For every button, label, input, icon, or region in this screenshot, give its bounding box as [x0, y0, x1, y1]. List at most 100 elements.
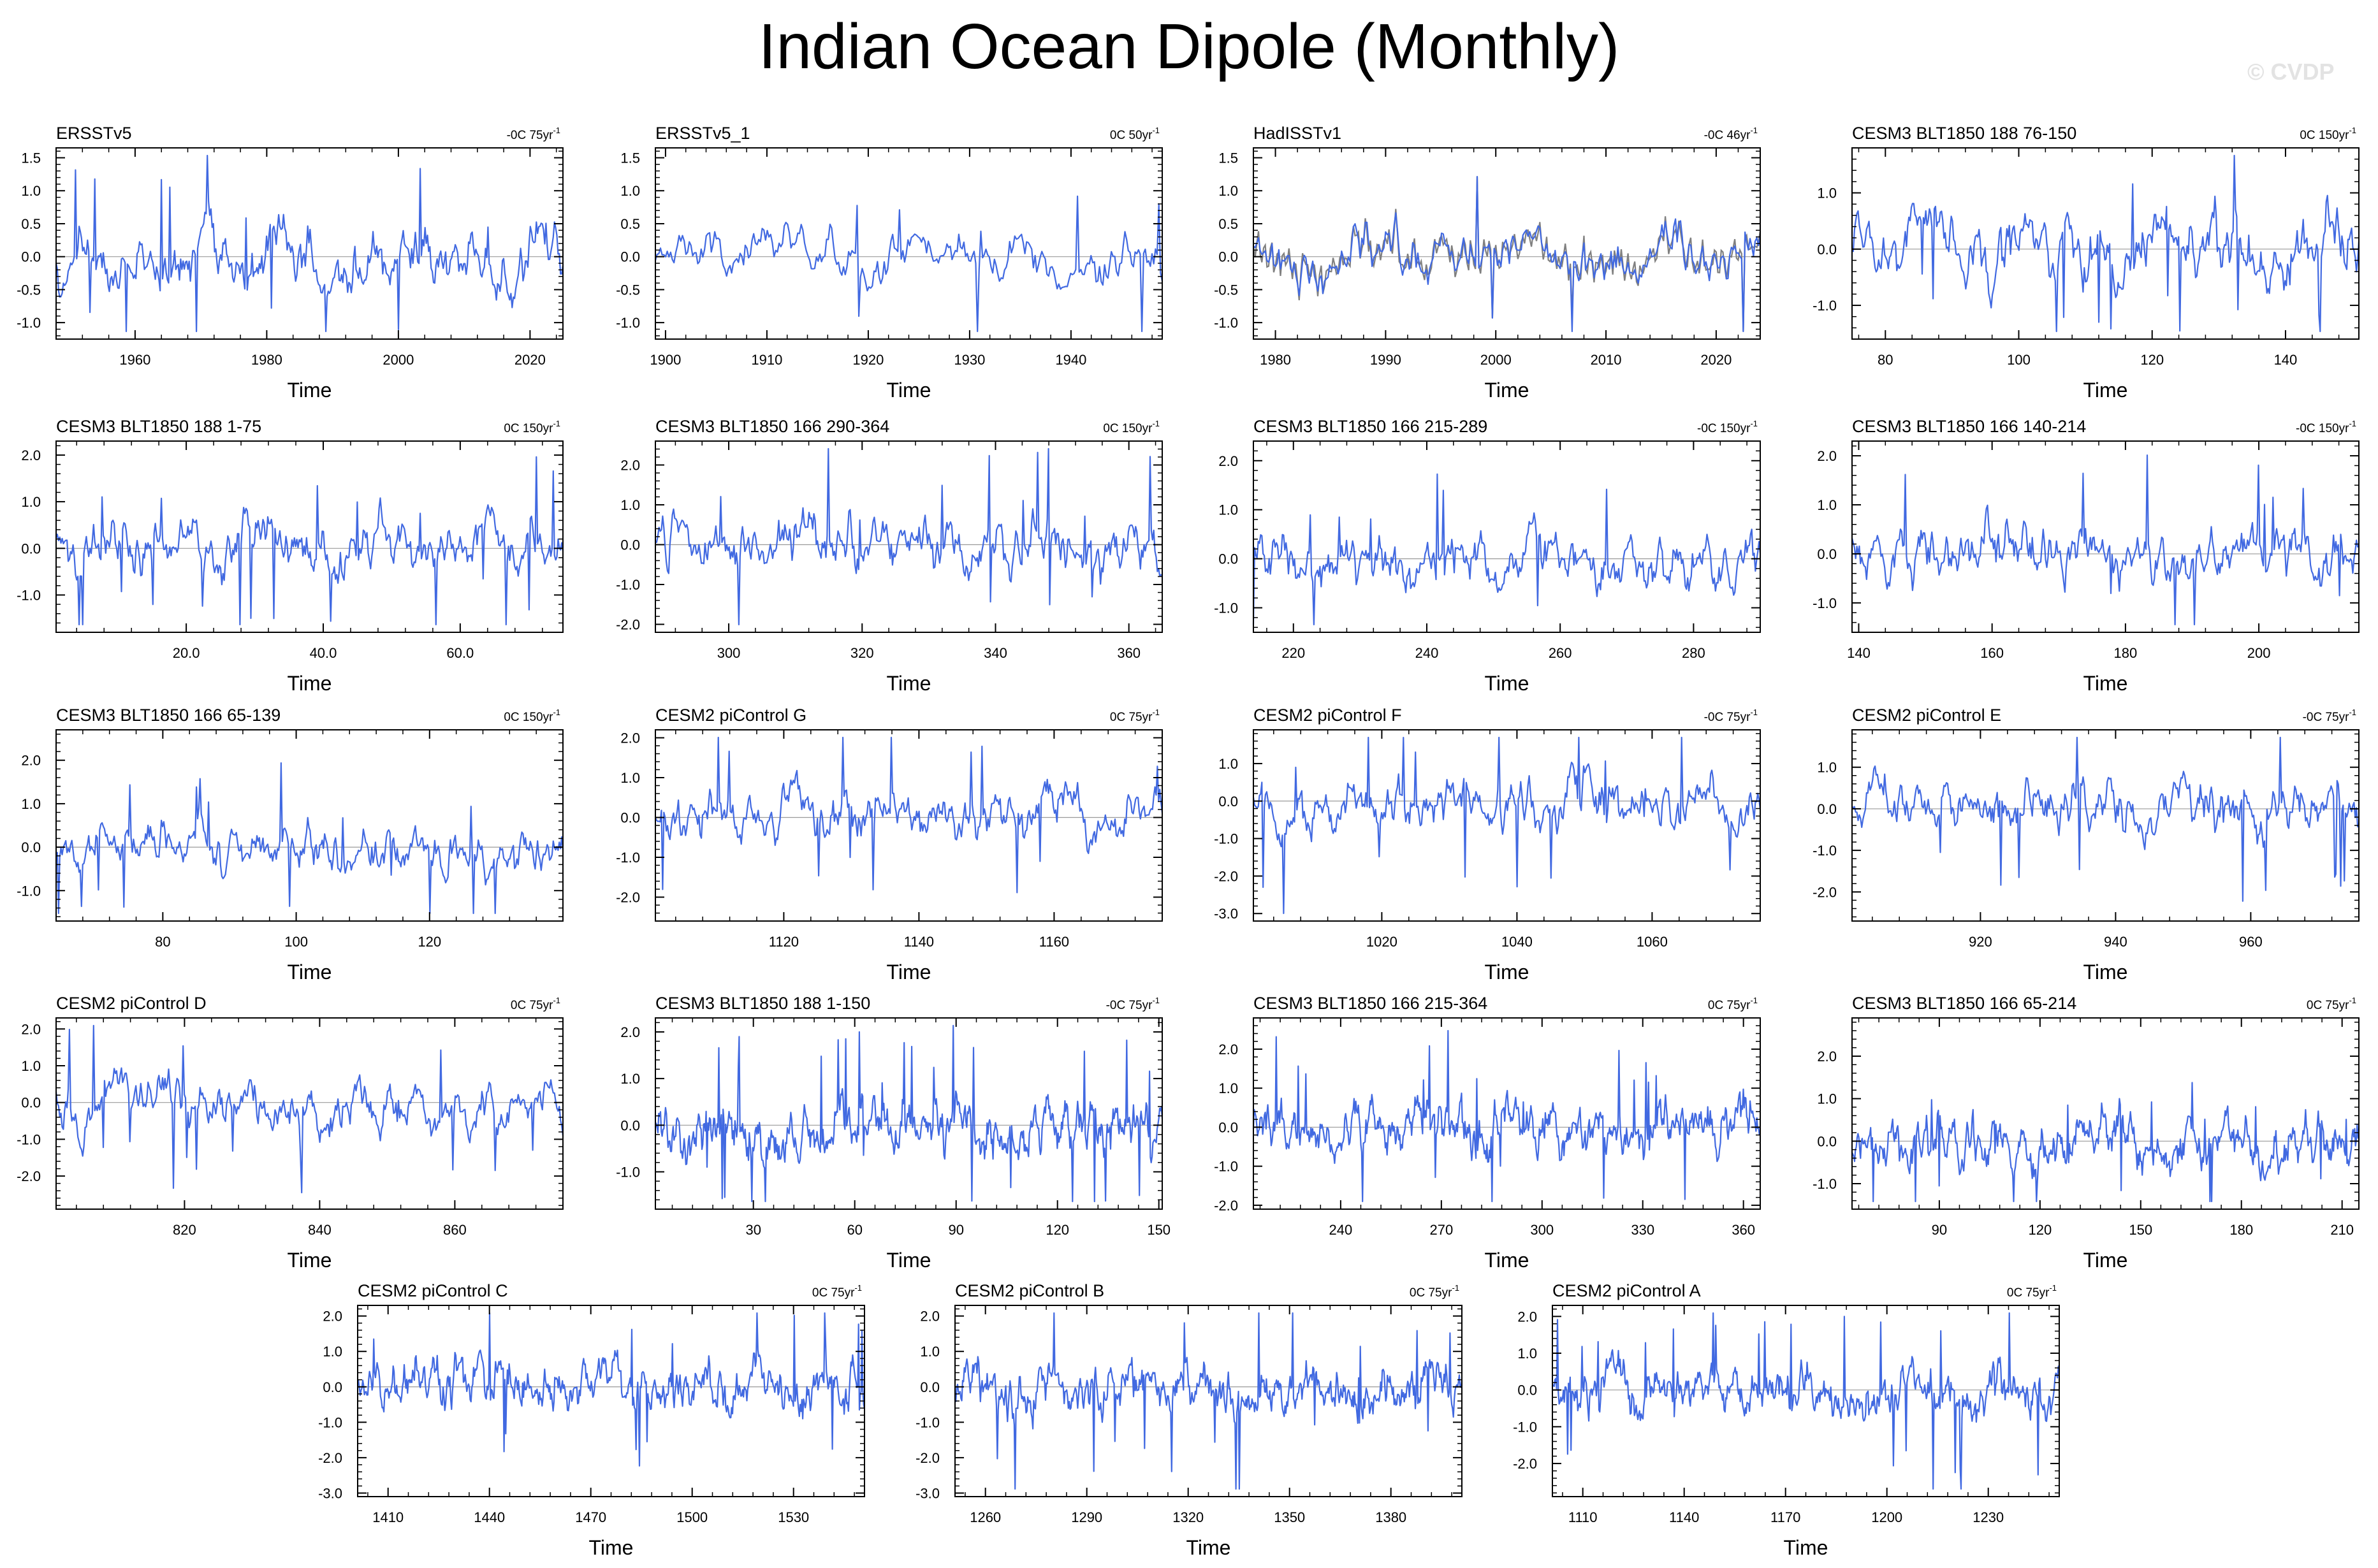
x-tick-label: 1260: [970, 1509, 1001, 1525]
x-axis-label: Time: [288, 379, 332, 402]
x-axis-label: Time: [1485, 1249, 1529, 1272]
y-tick-label: -2.0: [17, 1168, 41, 1184]
x-tick-label: 920: [1969, 934, 1992, 950]
x-axis-label: Time: [1784, 1536, 1828, 1559]
y-tick-label: -2.0: [1813, 884, 1837, 900]
panel-title: ERSSTv5: [56, 124, 132, 143]
panel-title: CESM2 piControl A: [1552, 1281, 1701, 1300]
x-tick-label: 360: [1732, 1222, 1755, 1238]
ido-panel-5: CESM3 BLT1850 188 1-75 0C 150yr-1 20.0 40.0…: [17, 417, 564, 695]
y-tick-label: 0.0: [620, 537, 640, 553]
y-tick-label: 0.0: [1817, 546, 1837, 562]
y-tick-label: -1.0: [616, 1164, 640, 1180]
ido-series-line: [954, 1312, 1463, 1490]
x-tick-label: 1910: [751, 352, 782, 368]
x-tick-label: 1230: [1973, 1509, 2004, 1525]
y-tick-label: -2.0: [616, 617, 640, 633]
y-tick-label: 1.5: [21, 150, 41, 166]
panel-title: CESM2 piControl G: [655, 706, 806, 725]
x-tick-label: 1200: [1871, 1509, 1902, 1525]
x-tick-label: 2020: [514, 352, 546, 368]
x-tick-label: 2000: [1480, 352, 1512, 368]
ido-series-line: [1253, 176, 1762, 333]
ido-series-line: [654, 736, 1163, 894]
ido-panel-19: CESM2 piControl A 0C 75yr-1 1110 1140 1170 12…: [1513, 1281, 2061, 1559]
plot-frame: [1851, 1017, 2360, 1210]
ido-panel-7: CESM3 BLT1850 166 215-289 -0C 150yr-1 220 2…: [1214, 417, 1762, 695]
x-tick-label: 2000: [383, 352, 414, 368]
y-tick-label: -1.0: [1813, 298, 1837, 314]
x-tick-label: 1380: [1375, 1509, 1406, 1525]
plot-frame: [655, 1017, 1163, 1210]
x-tick-label: 30: [745, 1222, 761, 1238]
panel-title: CESM2 piControl E: [1852, 706, 2001, 725]
x-tick-label: 340: [984, 645, 1007, 661]
x-tick-label: 320: [850, 645, 874, 661]
y-tick-label: 2.0: [1218, 453, 1238, 469]
x-tick-label: 150: [2129, 1222, 2152, 1238]
x-tick-label: 300: [1530, 1222, 1554, 1238]
panel-title: ERSSTv5_1: [655, 124, 750, 143]
y-tick-label: 2.0: [920, 1309, 940, 1325]
y-tick-label: 0.0: [323, 1379, 342, 1395]
ido-panel-18: CESM2 piControl B 0C 75yr-1 1260 1290 1320 13…: [915, 1281, 1463, 1559]
x-tick-label: 150: [1147, 1222, 1171, 1238]
trend-label: 0C 50yr-1: [1110, 126, 1160, 142]
x-tick-label: 90: [948, 1222, 963, 1238]
trend-label: -0C 75yr-1: [2303, 708, 2356, 724]
y-tick-label: 2.0: [1817, 1049, 1837, 1064]
x-axis-label: Time: [887, 672, 931, 695]
x-tick-label: 1920: [852, 352, 884, 368]
y-tick-label: 2.0: [1218, 1042, 1238, 1057]
y-tick-label: 1.0: [1817, 185, 1837, 201]
y-tick-label: 2.0: [323, 1309, 342, 1325]
y-tick-label: -2.0: [1214, 1198, 1238, 1214]
x-tick-label: 1470: [575, 1509, 606, 1525]
plot-frame: [55, 440, 564, 633]
x-tick-label: 1940: [1055, 352, 1086, 368]
y-tick-label: 1.0: [620, 1071, 640, 1087]
ido-panel-12: CESM2 piControl E -0C 75yr-1 920 940 960 -2.0…: [1813, 706, 2360, 984]
panel-title: CESM3 BLT1850 188 1-75: [56, 417, 261, 436]
x-tick-label: 120: [1046, 1222, 1069, 1238]
y-tick-label: 0.5: [620, 216, 640, 232]
ido-series-line: [1252, 736, 1762, 915]
y-tick-label: -1.0: [915, 1414, 940, 1430]
trend-label: 0C 75yr-1: [2007, 1283, 2057, 1300]
y-tick-label: 2.0: [620, 1024, 640, 1040]
y-tick-label: 0.0: [21, 839, 41, 855]
x-tick-label: 100: [2007, 352, 2031, 368]
x-axis-label: Time: [288, 1249, 332, 1272]
x-tick-label: 60.0: [446, 645, 474, 661]
y-tick-label: -1.0: [1214, 600, 1238, 616]
x-tick-label: 1410: [372, 1509, 404, 1525]
trend-label: 0C 150yr-1: [2300, 126, 2356, 142]
x-axis-label: Time: [2083, 1249, 2128, 1272]
plot-frame: [655, 729, 1163, 922]
y-tick-label: 1.0: [620, 770, 640, 786]
ido-panel-11: CESM2 piControl F -0C 75yr-1 1020 1040 1060 -…: [1214, 706, 1762, 984]
y-tick-label: 1.0: [1817, 760, 1837, 776]
ido-series-line: [654, 195, 1163, 333]
plot-frame: [55, 1017, 564, 1210]
ido-series-line: [55, 762, 564, 915]
x-tick-label: 80: [1878, 352, 1893, 368]
ido-series-line: [1851, 154, 2360, 333]
plot-frame: [1253, 440, 1761, 633]
y-tick-label: -1.0: [1813, 595, 1837, 611]
ido-panel-6: CESM3 BLT1850 166 290-364 0C 150yr-1 300 32…: [616, 417, 1163, 695]
x-axis-label: Time: [589, 1536, 634, 1559]
panel-title: CESM2 piControl B: [955, 1281, 1104, 1300]
x-tick-label: 140: [1847, 645, 1871, 661]
trend-label: -0C 75yr-1: [1704, 708, 1758, 724]
x-tick-label: 2020: [1700, 352, 1732, 368]
x-axis-label: Time: [887, 1249, 931, 1272]
x-tick-label: 90: [1932, 1222, 1947, 1238]
y-tick-label: -0.5: [17, 282, 41, 298]
x-tick-label: 840: [308, 1222, 332, 1238]
x-tick-label: 180: [2114, 645, 2138, 661]
trend-label: -0C 46yr-1: [1704, 126, 1758, 142]
y-tick-label: 0.0: [21, 249, 41, 265]
x-tick-label: 1990: [1370, 352, 1401, 368]
y-tick-label: 0.5: [21, 216, 41, 232]
